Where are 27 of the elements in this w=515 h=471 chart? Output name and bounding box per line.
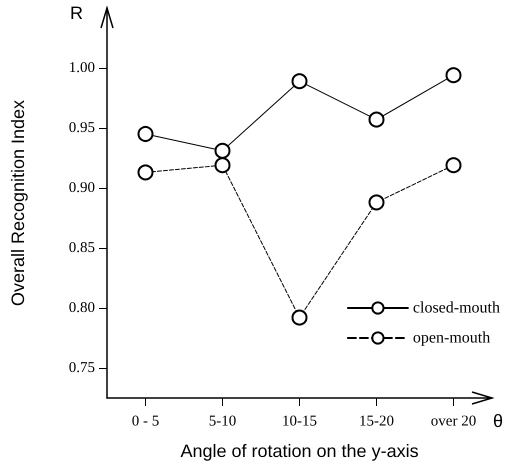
y-tick-label: 0.80 xyxy=(68,300,95,316)
y-tick-label: 0.75 xyxy=(68,360,95,376)
legend-label: open-mouth xyxy=(412,330,490,346)
y-tick-label: 0.90 xyxy=(68,180,95,196)
legend-label: closed-mouth xyxy=(412,300,500,316)
point xyxy=(292,73,308,90)
point xyxy=(368,194,384,210)
y-tick-label: 0.95 xyxy=(68,120,95,136)
point xyxy=(138,164,154,180)
x-tick-label: over 20 xyxy=(430,414,476,430)
point xyxy=(138,126,154,142)
y-tick-label: 0.85 xyxy=(68,240,95,256)
y-axis-title: Overall Recognition Index xyxy=(8,100,28,306)
point xyxy=(214,142,230,159)
y-tick-label: 1.00 xyxy=(68,60,95,76)
x-tick-label: 10-15 xyxy=(282,414,317,430)
point xyxy=(446,67,462,84)
point xyxy=(368,112,384,128)
x-tick-label: 0 - 5 xyxy=(132,414,160,430)
point xyxy=(214,157,230,174)
x-tick-label: 15-20 xyxy=(359,414,394,430)
text: R xyxy=(70,3,83,23)
point xyxy=(446,157,462,174)
x-axis-title: Angle of rotation on the y-axis xyxy=(180,441,419,461)
x-tick-label: 5-10 xyxy=(208,414,236,430)
point xyxy=(292,310,308,326)
text: θ xyxy=(492,411,504,431)
